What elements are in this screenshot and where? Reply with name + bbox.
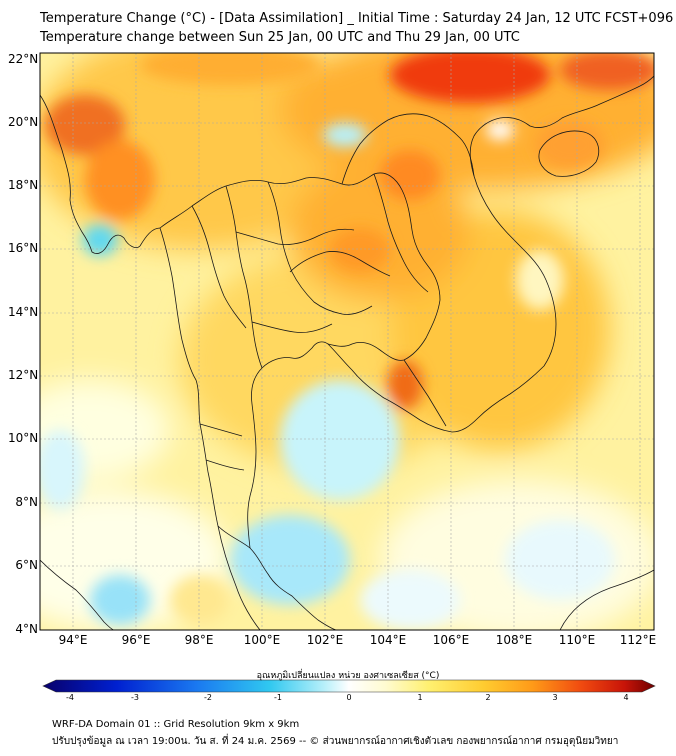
colorbar-tick: 3 bbox=[552, 693, 558, 702]
colorbar-title: อุณหภูมิเปลี่ยนแปลง หน่วย องศาเซลเซียส (… bbox=[256, 671, 440, 681]
lat-label-8n: 8°N bbox=[15, 495, 38, 509]
lon-label-106e: 106°E bbox=[432, 633, 470, 647]
footer-model-info: WRF-DA Domain 01 :: Grid Resolution 9km … bbox=[52, 719, 300, 730]
colorbar-tick: 1 bbox=[417, 693, 423, 702]
lon-label-96e: 96°E bbox=[121, 633, 151, 647]
lat-label-20n: 20°N bbox=[8, 115, 39, 129]
graticule bbox=[40, 53, 654, 630]
lon-label-100e: 100°E bbox=[243, 633, 281, 647]
lon-label-104e: 104°E bbox=[369, 633, 407, 647]
colorbar-tick: 0 bbox=[346, 693, 352, 702]
lon-label-112e: 112°E bbox=[619, 633, 657, 647]
map-subtitle: Temperature change between Sun 25 Jan, 0… bbox=[40, 30, 520, 45]
map-title: Temperature Change (°C) - [Data Assimila… bbox=[40, 11, 674, 26]
lon-label-98e: 98°E bbox=[184, 633, 214, 647]
lat-label-22n: 22°N bbox=[8, 52, 39, 66]
colorbar bbox=[42, 679, 656, 693]
temperature-field bbox=[40, 53, 654, 630]
lon-label-110e: 110°E bbox=[558, 633, 596, 647]
lat-label-10n: 10°N bbox=[8, 431, 39, 445]
lon-label-94e: 94°E bbox=[58, 633, 88, 647]
boundaries bbox=[40, 75, 654, 630]
colorbar-tick: 4 bbox=[623, 693, 629, 702]
colorbar-tick: -3 bbox=[131, 693, 139, 702]
lat-label-4n: 4°N bbox=[15, 622, 38, 636]
colorbar-tick: -1 bbox=[274, 693, 282, 702]
colorbar-tick: -2 bbox=[204, 693, 212, 702]
map-frame bbox=[39, 52, 655, 631]
lat-label-16n: 16°N bbox=[8, 241, 39, 255]
lon-label-108e: 108°E bbox=[495, 633, 533, 647]
lat-label-14n: 14°N bbox=[8, 305, 39, 319]
colorbar-tick: -4 bbox=[66, 693, 74, 702]
lat-label-12n: 12°N bbox=[8, 368, 39, 382]
lat-label-6n: 6°N bbox=[15, 558, 38, 572]
lon-label-102e: 102°E bbox=[306, 633, 344, 647]
lat-label-18n: 18°N bbox=[8, 178, 39, 192]
footer-credit: ปรับปรุงข้อมูล ณ เวลา 19:00น. วัน ส. ที่… bbox=[52, 736, 619, 747]
colorbar-tick: 2 bbox=[485, 693, 491, 702]
